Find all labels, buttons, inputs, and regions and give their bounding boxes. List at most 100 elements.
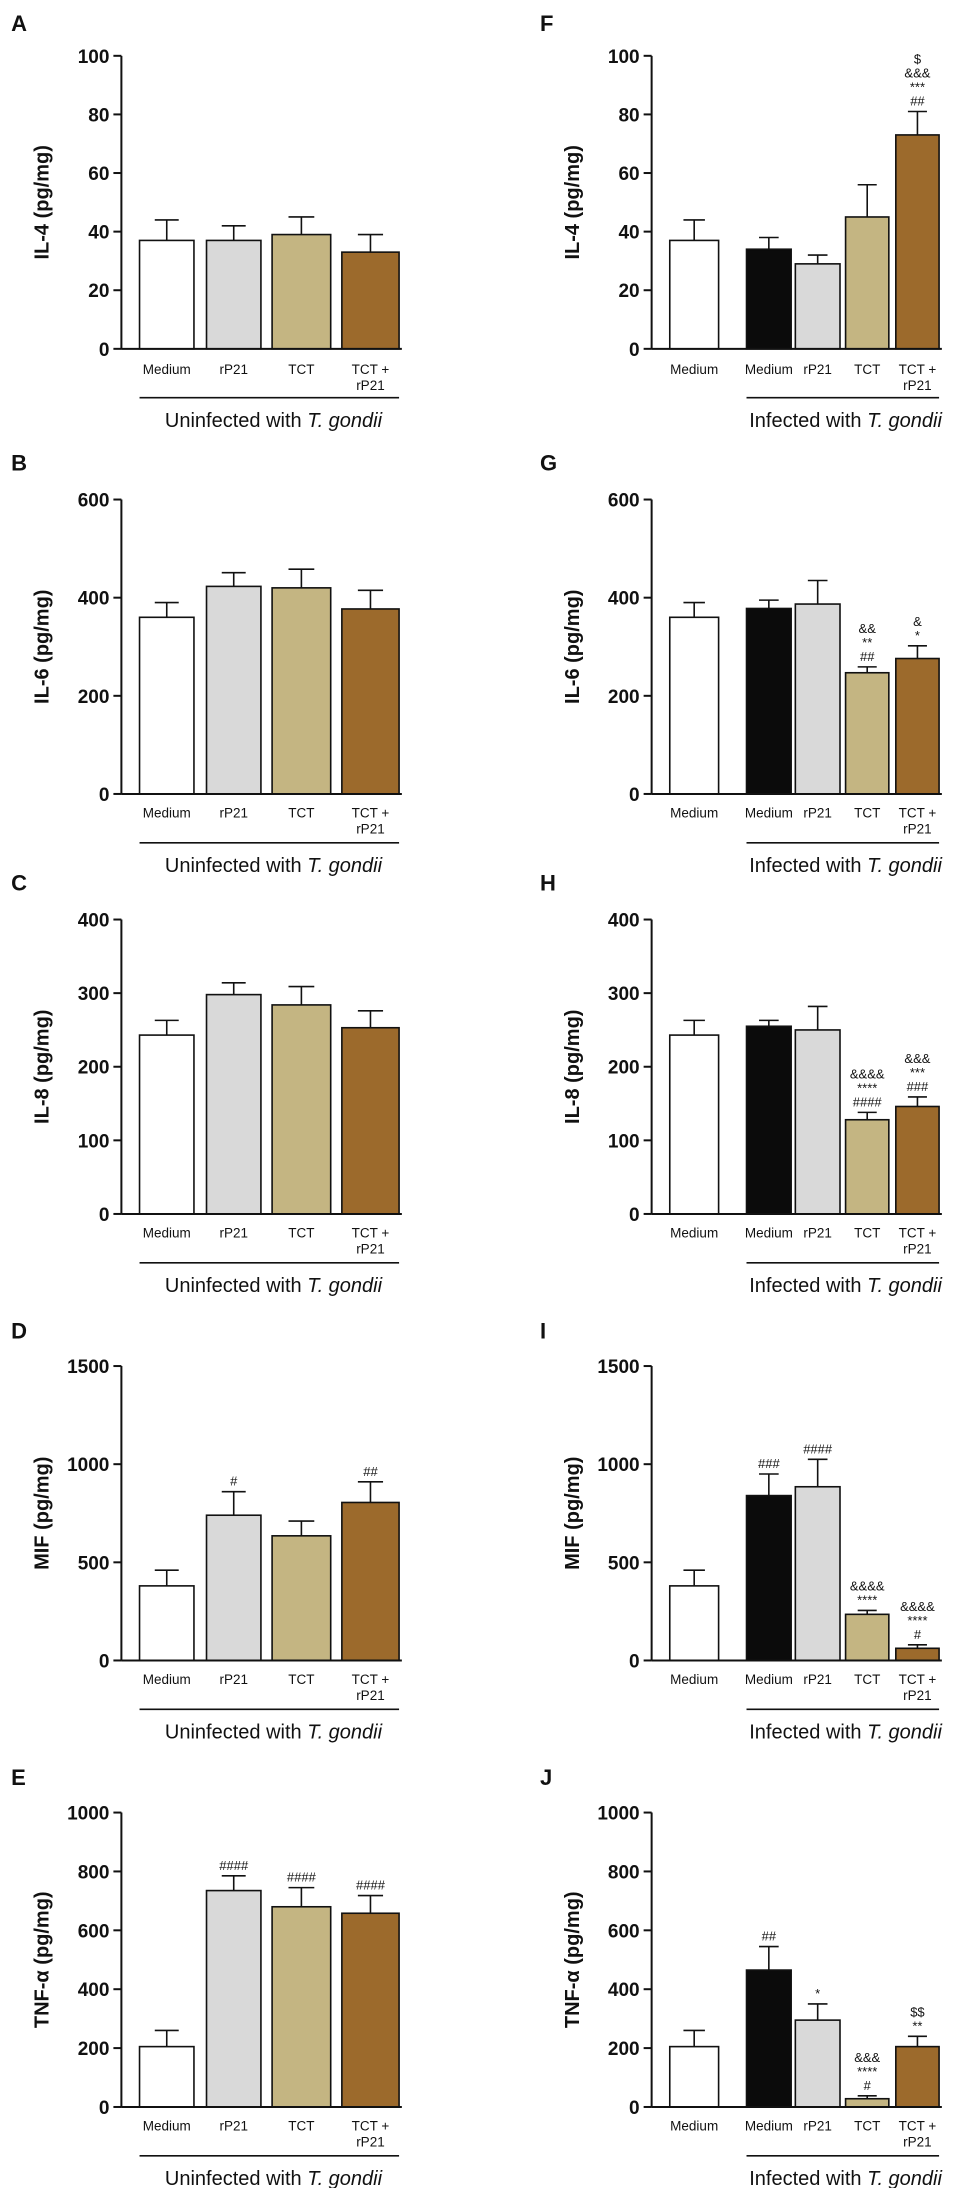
group-label-species: T. gondii: [307, 1275, 382, 1297]
significance-label: #: [914, 1627, 922, 1642]
bar: [668, 1034, 720, 1215]
significance-label: &&&&: [900, 1599, 935, 1614]
bar: [745, 1969, 792, 2108]
panel-J: J 0 200 400 600 800 1000 TNF-α (pg/mg) Medium ## M…: [540, 1765, 942, 2188]
category-label: rP21: [219, 1226, 248, 1241]
category-label: Medium: [745, 362, 793, 377]
y-tick-label: 800: [78, 1862, 110, 1883]
bar: [341, 1912, 400, 2108]
group-label-species: T. gondii: [867, 1721, 942, 1743]
group-label: Infected with T. gondii: [749, 1275, 942, 1297]
significance-label: &&&: [854, 2050, 880, 2065]
y-tick-label: 20: [88, 281, 109, 302]
y-axis-label: TNF-α (pg/mg): [32, 1891, 54, 2028]
category-label: rP21: [356, 1242, 385, 1257]
bar: [271, 233, 332, 350]
panel-letter: I: [540, 1319, 546, 1344]
bar: [138, 1585, 195, 1662]
significance-label: &&&: [904, 1051, 930, 1066]
bar: [341, 1501, 400, 1662]
y-tick-label: 1500: [67, 1357, 109, 1378]
group-label-species: T. gondii: [867, 410, 942, 432]
significance-label: ##: [762, 1929, 777, 1944]
bar: [205, 585, 262, 795]
panel-letter: E: [11, 1765, 26, 1790]
category-label: TCT: [288, 1672, 314, 1687]
bar: [138, 616, 195, 795]
bar: [668, 2045, 720, 2108]
y-tick-label: 1500: [597, 1357, 639, 1378]
group-label-species: T. gondii: [307, 2168, 382, 2188]
panel-letter: B: [11, 451, 27, 476]
group-label: Uninfected with T. gondii: [165, 1721, 383, 1743]
group-label-species: T. gondii: [867, 2168, 942, 2188]
significance-label: **: [862, 635, 872, 650]
significance-label: ###: [907, 1079, 929, 1094]
significance-label: &&&: [904, 65, 930, 80]
y-axis-label: IL-4 (pg/mg): [562, 145, 584, 259]
significance-label: &: [913, 614, 922, 629]
y-tick-label: 800: [608, 1862, 640, 1883]
group-label-prefix: Infected with: [749, 2168, 867, 2188]
significance-label: &&&&: [850, 1066, 885, 1081]
y-tick-label: 1000: [597, 1455, 639, 1476]
category-label: rP21: [803, 1672, 832, 1687]
y-tick-label: 0: [99, 1205, 110, 1226]
bar: [844, 1118, 890, 1215]
category-label: TCT +: [352, 1226, 390, 1241]
category-label: Medium: [670, 362, 718, 377]
category-label: Medium: [143, 2119, 191, 2134]
category-label: rP21: [903, 1242, 932, 1257]
y-tick-label: 600: [78, 1921, 110, 1942]
y-axis-label: IL-4 (pg/mg): [32, 145, 54, 259]
category-label: TCT +: [899, 1226, 937, 1241]
significance-label: &&: [859, 621, 877, 636]
y-tick-label: 400: [78, 911, 110, 932]
y-tick-label: 200: [608, 2039, 640, 2060]
y-axis-label: TNF-α (pg/mg): [562, 1891, 584, 2028]
category-label: rP21: [219, 362, 248, 377]
category-label: rP21: [219, 806, 248, 821]
y-tick-label: 1000: [67, 1455, 109, 1476]
y-axis-label: MIF (pg/mg): [562, 1457, 584, 1570]
significance-label: *: [915, 628, 920, 643]
y-tick-label: 20: [618, 281, 639, 302]
group-label-prefix: Infected with: [749, 410, 867, 432]
bar: [668, 239, 720, 350]
bar: [794, 603, 841, 795]
category-label: TCT: [288, 1226, 314, 1241]
y-tick-label: 600: [608, 491, 640, 512]
bar: [271, 587, 332, 795]
y-tick-label: 400: [608, 1980, 640, 2001]
bar: [205, 993, 262, 1215]
panel-letter: J: [540, 1765, 552, 1790]
category-label: rP21: [219, 2119, 248, 2134]
bar: [341, 251, 400, 350]
group-label-species: T. gondii: [307, 1721, 382, 1743]
category-label: rP21: [356, 2135, 385, 2150]
category-label: rP21: [903, 822, 932, 837]
panel-B: B 0 200 400 600 IL-6 (pg/mg) Medium rP21 TCT TCT …: [11, 451, 402, 877]
category-label: TCT +: [899, 1672, 937, 1687]
bar: [138, 2045, 195, 2108]
category-label: rP21: [903, 2135, 932, 2150]
y-tick-label: 200: [78, 687, 110, 708]
significance-label: ####: [219, 1858, 249, 1873]
category-label: rP21: [803, 806, 832, 821]
bar: [844, 216, 890, 350]
panel-D: D 0 500 1000 1500 MIF (pg/mg) Medium # rP21 TCT ##…: [11, 1319, 402, 1743]
bar: [271, 1535, 332, 1662]
group-label-prefix: Uninfected with: [165, 410, 307, 432]
group-label: Uninfected with T. gondii: [165, 1275, 383, 1297]
group-label-species: T. gondii: [307, 410, 382, 432]
group-label-species: T. gondii: [867, 1275, 942, 1297]
category-label: TCT: [288, 806, 314, 821]
y-tick-label: 200: [78, 1058, 110, 1079]
group-label: Infected with T. gondii: [749, 855, 942, 877]
y-axis-label: MIF (pg/mg): [32, 1457, 54, 1570]
y-tick-label: 100: [78, 1131, 110, 1152]
category-label: TCT +: [352, 2119, 390, 2134]
y-axis-label: IL-8 (pg/mg): [32, 1010, 54, 1124]
y-tick-label: 100: [78, 47, 110, 68]
bar: [895, 134, 940, 350]
